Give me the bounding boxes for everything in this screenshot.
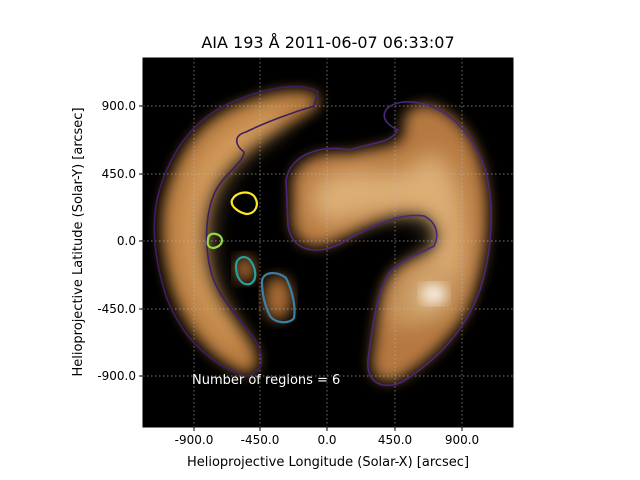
x-tick-label: 450.0 [378,433,412,447]
plot-area: Number of regions = 6 [143,58,513,427]
contour-green-region [206,232,224,250]
y-tick-label: 0.0 [117,234,136,248]
y-tick-label: 450.0 [102,167,136,181]
y-axis-label: Helioprojective Latitude (Solar-Y) [arcs… [71,107,86,376]
y-tick-label: 900.0 [102,99,136,113]
x-tick-label: 900.0 [445,433,479,447]
contour-left-arc [153,85,319,377]
y-axis: 900.0 450.0 0.0 -450.0 -900.0 Helioproje… [71,99,143,383]
x-axis-label: Helioprojective Longitude (Solar-X) [arc… [187,455,469,470]
chart-title: AIA 193 Å 2011-06-07 06:33:07 [201,33,454,52]
x-axis: -900.0 -450.0 0.0 450.0 900.0 Helioproje… [175,427,479,470]
contour-blue-region [260,272,296,324]
x-tick-label: -450.0 [241,433,280,447]
emission-hotspot [422,285,446,303]
plot-frame [142,57,514,428]
region-count-annotation: Number of regions = 6 [192,373,340,388]
emission-left-arc-core [182,104,290,352]
grid-lines [143,58,513,427]
y-tick-label: -450.0 [97,302,136,316]
contour-teal-region [234,256,257,286]
x-tick-label: 0.0 [317,433,336,447]
y-tick-label: -900.0 [97,369,136,383]
x-tick-label: -900.0 [175,433,214,447]
contour-yellow-region [230,191,258,216]
emission-blob-a [235,256,255,282]
region-contours [153,85,492,387]
contour-right-arc [285,101,492,387]
